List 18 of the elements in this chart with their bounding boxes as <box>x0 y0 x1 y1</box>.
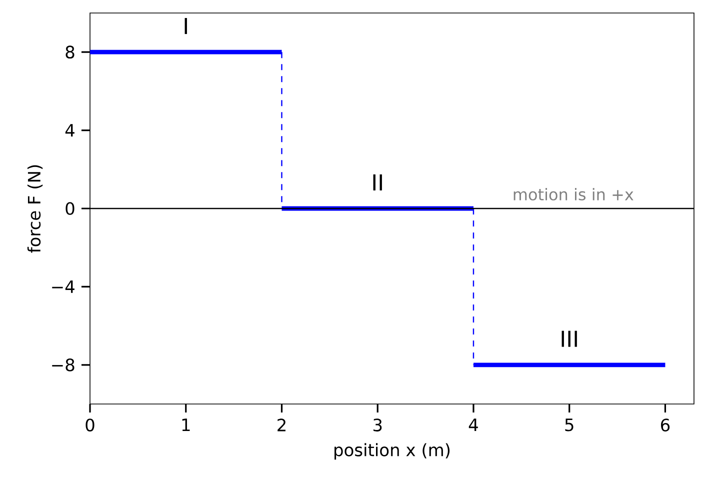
y-tick-label: 8 <box>66 46 74 59</box>
x-axis-title: position x (m) <box>334 443 450 460</box>
x-tick-label: 0 <box>86 418 94 432</box>
y-axis-title: force F (N) <box>27 165 43 253</box>
x-tick-label: 2 <box>278 418 286 432</box>
x-tick-label: 6 <box>661 418 670 432</box>
y-tick-label: −8 <box>52 358 74 372</box>
x-tick-label: 5 <box>565 418 574 432</box>
annotation: III <box>562 330 577 347</box>
annotation: I <box>184 18 187 34</box>
x-tick-label: 4 <box>468 418 478 431</box>
x-tick-label: 3 <box>373 418 382 432</box>
y-tick-label: 0 <box>66 202 74 215</box>
y-tick-label: 4 <box>65 124 74 136</box>
annotation: motion is in +x <box>514 188 634 200</box>
annotation: II <box>373 174 382 190</box>
x-tick-label: 1 <box>182 418 190 431</box>
y-tick-label: −4 <box>52 280 74 293</box>
